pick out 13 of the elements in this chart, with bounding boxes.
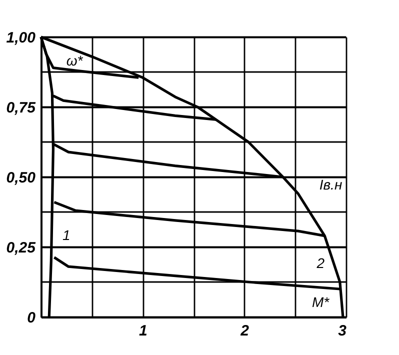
annotation: 2 bbox=[316, 254, 325, 271]
annotation: ω* bbox=[66, 52, 84, 69]
annotation: M* bbox=[312, 294, 330, 310]
y-tick-label: 0 bbox=[27, 310, 36, 326]
annotation: 1 bbox=[62, 226, 70, 243]
y-tick-label: 0,50 bbox=[6, 170, 36, 186]
x-tick-label: 3 bbox=[338, 322, 348, 340]
y-tick-label: 1,00 bbox=[6, 30, 36, 46]
x-tick-label: 1 bbox=[138, 322, 148, 340]
y-tick-label: 0,75 bbox=[6, 100, 36, 116]
x-tick-label: 2 bbox=[240, 322, 250, 340]
y-tick-label: 0,25 bbox=[6, 240, 36, 256]
annotation: Iв.н bbox=[319, 176, 342, 192]
